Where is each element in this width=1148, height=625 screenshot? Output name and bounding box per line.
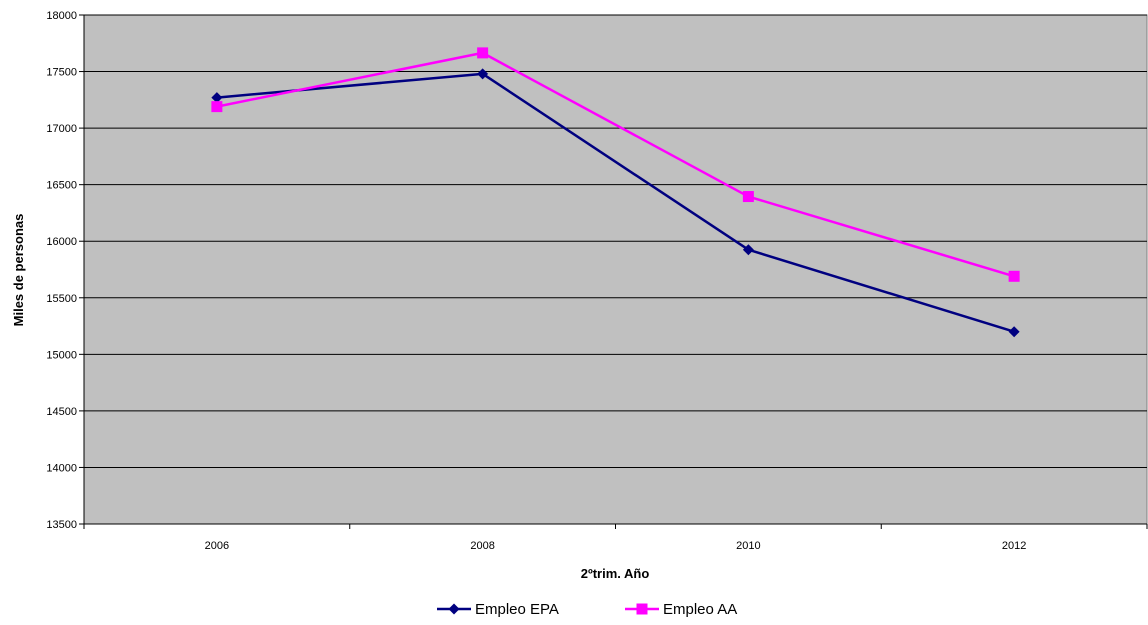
series-1-marker — [1008, 326, 1020, 338]
x-axis-title: 2ºtrim. Año — [581, 566, 650, 581]
legend-label: Empleo AA — [663, 601, 737, 618]
y-tick-label: 17000 — [46, 123, 77, 135]
y-axis-title: Miles de personas — [11, 214, 26, 327]
x-tick-label: 2006 — [205, 540, 229, 552]
y-tick-label: 13500 — [46, 519, 77, 531]
series-2-marker — [742, 191, 754, 203]
series-2-marker — [1008, 270, 1020, 282]
legend: Empleo EPA Empleo AA — [437, 601, 737, 618]
legend-swatch-marker — [636, 603, 648, 615]
y-tick-label: 18000 — [46, 10, 77, 22]
y-tick-label: 16500 — [46, 180, 77, 192]
series-lines — [216, 51, 1015, 333]
series-1-marker — [742, 244, 754, 256]
axes — [79, 14, 1148, 529]
series-line-1 — [216, 72, 1015, 333]
series-1-marker — [211, 92, 223, 104]
x-tick-label: 2008 — [470, 540, 494, 552]
legend-swatch-marker — [448, 603, 460, 615]
y-tick-label: 17500 — [46, 67, 77, 79]
x-tick-label: 2010 — [736, 540, 760, 552]
plot-area — [83, 14, 1148, 525]
y-tick-labels: 13500 14000 14500 15000 15500 16000 16500 17000… — [46, 10, 77, 531]
y-tick-label: 15000 — [46, 349, 77, 361]
y-tick-label: 14000 — [46, 462, 77, 474]
gridlines — [84, 14, 1147, 468]
legend-label: Empleo EPA — [475, 601, 559, 618]
x-tick-label: 2012 — [1002, 540, 1026, 552]
series-2-marker — [477, 47, 489, 59]
series-1-marker — [477, 68, 489, 80]
y-tick-label: 16000 — [46, 236, 77, 248]
series-line-2 — [216, 51, 1015, 278]
series-2-marker — [211, 101, 223, 113]
x-tick-labels: 2006 2008 2010 2012 — [205, 540, 1027, 552]
y-tick-label: 14500 — [46, 406, 77, 418]
series-markers — [211, 47, 1020, 338]
y-tick-label: 15500 — [46, 293, 77, 305]
